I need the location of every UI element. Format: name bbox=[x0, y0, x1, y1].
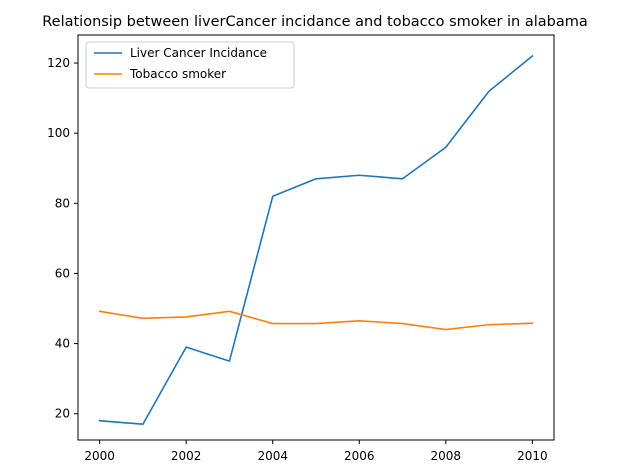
legend-box bbox=[85, 41, 295, 89]
series-layer bbox=[98, 54, 534, 426]
series-line-1 bbox=[98, 54, 534, 426]
legend: Liver Cancer Incidance Tobacco smoker bbox=[85, 41, 295, 89]
y-tick-label: 120 bbox=[47, 56, 70, 70]
y-tick-label: 100 bbox=[47, 126, 70, 140]
y-tick-label: 20 bbox=[55, 407, 70, 421]
y-tick-label: 40 bbox=[55, 337, 70, 351]
axes-layer: 2000 2002 2004 2006 2008 2010 20 40 60 80 100 120 bbox=[47, 34, 555, 463]
legend-label-1: Liver Cancer Incidance bbox=[130, 46, 267, 60]
legend-label-2: Tobacco smoker bbox=[129, 67, 226, 81]
x-tick-label: 2008 bbox=[431, 449, 462, 463]
plot-area bbox=[78, 35, 554, 440]
y-tick-label: 60 bbox=[55, 266, 70, 280]
x-tick-label: 2006 bbox=[344, 449, 375, 463]
series-line-2 bbox=[98, 310, 534, 331]
axes-frame bbox=[77, 34, 555, 441]
x-tick-label: 2000 bbox=[84, 449, 115, 463]
chart-title: Relationsip between liverCancer incidanc… bbox=[42, 14, 588, 30]
x-tick-label: 2002 bbox=[171, 449, 202, 463]
x-tick-label: 2010 bbox=[517, 449, 548, 463]
y-tick-label: 80 bbox=[55, 196, 70, 210]
x-tick-label: 2004 bbox=[257, 449, 288, 463]
